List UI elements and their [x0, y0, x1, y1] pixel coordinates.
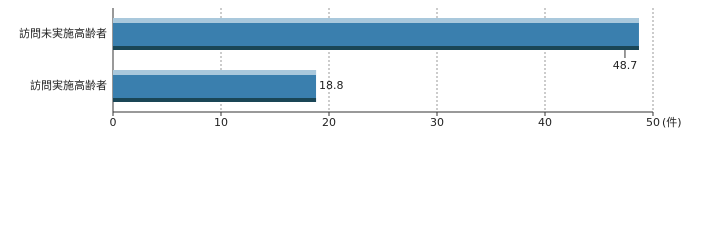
- y-tick-label: 訪問実施高齢者: [30, 78, 107, 92]
- bar: [113, 70, 317, 102]
- x-tick-label: 10: [214, 116, 228, 129]
- y-tick-label: 訪問未実施高齢者: [19, 26, 107, 40]
- x-axis-unit: (件): [662, 116, 682, 129]
- value-label: 18.8: [319, 79, 344, 92]
- page: (件) 0 10 20 30 40 50 訪問未実施高齢者 48.7 訪問実施高齢者 18.8 (…: [19, 8, 682, 129]
- x-tick-label: 30: [430, 116, 444, 129]
- bar-highlight: [113, 18, 639, 23]
- bar: [113, 18, 639, 50]
- value-label: 48.7: [613, 59, 638, 72]
- bar-shadow: [113, 98, 317, 102]
- x-tick-label: 20: [322, 116, 336, 129]
- x-tick-label: 40: [538, 116, 552, 129]
- bar-shadow: [113, 46, 639, 50]
- bar-highlight: [113, 70, 317, 75]
- x-tick-label: 0: [110, 116, 117, 129]
- chart: (件) 0 10 20 30 40 50 訪問未実施高齢者 48.7 訪問実施高齢者 18.8: [19, 8, 682, 129]
- x-tick-label: 50: [646, 116, 660, 129]
